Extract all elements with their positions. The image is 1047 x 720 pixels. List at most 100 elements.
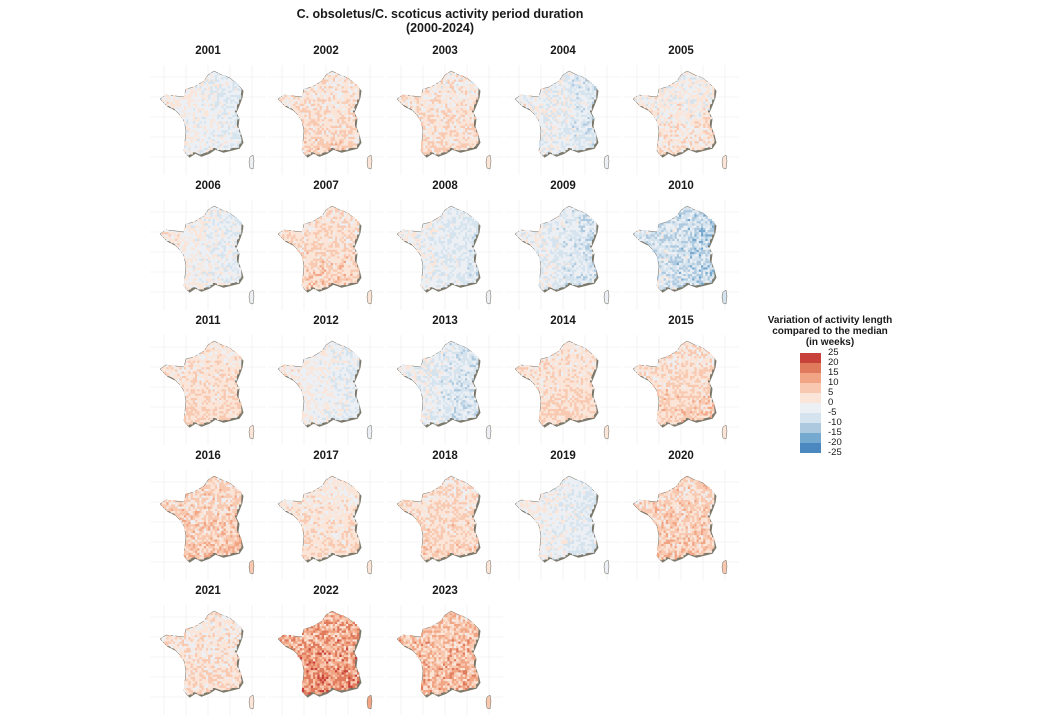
raster-cell bbox=[201, 139, 204, 142]
raster-cell bbox=[186, 136, 189, 140]
raster-cell bbox=[348, 243, 351, 246]
raster-cell bbox=[343, 92, 347, 96]
raster-cell bbox=[212, 77, 215, 80]
raster-cell bbox=[352, 132, 355, 135]
raster-cell bbox=[565, 101, 568, 104]
raster-cell bbox=[539, 106, 542, 109]
raster-cell bbox=[572, 81, 575, 85]
raster-cell bbox=[454, 77, 457, 80]
raster-cell bbox=[668, 128, 671, 131]
raster-cell bbox=[230, 258, 233, 261]
raster-cell bbox=[423, 97, 426, 100]
raster-cell bbox=[339, 81, 342, 85]
raster-cell bbox=[228, 110, 231, 113]
raster-cell bbox=[554, 134, 557, 137]
raster-cell bbox=[186, 117, 189, 120]
raster-cell bbox=[668, 106, 671, 109]
raster-cell bbox=[308, 132, 311, 135]
raster-cell bbox=[293, 234, 296, 237]
raster-cell bbox=[543, 99, 546, 102]
raster-cell bbox=[670, 134, 673, 137]
raster-cell bbox=[217, 141, 220, 144]
raster-cell bbox=[445, 77, 448, 80]
raster-cell bbox=[192, 117, 196, 120]
raster-cell bbox=[427, 143, 430, 146]
raster-cell bbox=[665, 110, 669, 113]
raster-cell bbox=[587, 136, 590, 140]
raster-cell bbox=[212, 136, 215, 140]
raster-cell bbox=[354, 232, 358, 235]
raster-cell bbox=[449, 121, 452, 124]
raster-cell bbox=[341, 99, 344, 102]
raster-cell bbox=[225, 143, 229, 146]
raster-cell bbox=[561, 130, 564, 133]
raster-cell bbox=[304, 238, 307, 242]
raster-cell bbox=[201, 92, 204, 96]
raster-cell bbox=[436, 121, 439, 124]
raster-cell bbox=[234, 219, 237, 222]
raster-cell bbox=[449, 92, 452, 96]
raster-cell bbox=[348, 249, 351, 253]
raster-cell bbox=[232, 141, 235, 144]
raster-cell bbox=[203, 258, 207, 261]
raster-cell bbox=[326, 225, 329, 228]
raster-cell bbox=[299, 103, 303, 107]
raster-cell bbox=[335, 81, 338, 85]
raster-cell bbox=[214, 232, 218, 235]
raster-cell bbox=[423, 106, 426, 109]
raster-cell bbox=[569, 128, 573, 131]
raster-cell bbox=[192, 112, 196, 115]
raster-cell bbox=[326, 81, 329, 85]
raster-cell bbox=[469, 106, 472, 109]
raster-cell bbox=[585, 134, 588, 137]
raster-cell bbox=[228, 130, 231, 133]
raster-cell bbox=[585, 136, 588, 140]
raster-cell bbox=[343, 227, 347, 231]
raster-cell bbox=[221, 271, 224, 275]
raster-cell bbox=[672, 92, 675, 96]
raster-cell bbox=[219, 227, 222, 231]
raster-cell bbox=[348, 125, 351, 129]
raster-cell bbox=[434, 143, 437, 146]
raster-cell bbox=[324, 139, 327, 142]
raster-cell bbox=[352, 128, 355, 131]
raster-cell bbox=[694, 112, 697, 115]
raster-cell bbox=[295, 243, 298, 246]
raster-cell bbox=[652, 99, 655, 102]
raster-cell bbox=[332, 210, 336, 213]
raster-cell bbox=[212, 128, 215, 131]
raster-cell bbox=[460, 147, 463, 151]
raster-cell bbox=[208, 125, 211, 129]
raster-cell bbox=[236, 143, 240, 146]
raster-cell bbox=[690, 77, 693, 80]
raster-cell bbox=[348, 252, 351, 255]
raster-cell bbox=[337, 243, 340, 246]
chart-title: C. obsoletus/C. scoticus activity period… bbox=[200, 7, 680, 35]
raster-cell bbox=[225, 88, 229, 91]
raster-cell bbox=[454, 112, 457, 115]
raster-cell bbox=[552, 114, 555, 118]
raster-cell bbox=[339, 136, 342, 140]
raster-cell bbox=[221, 236, 224, 239]
raster-cell bbox=[199, 243, 202, 246]
raster-cell bbox=[550, 117, 553, 120]
raster-cell bbox=[208, 143, 211, 146]
raster-cell bbox=[587, 84, 590, 87]
raster-cell bbox=[425, 117, 428, 120]
raster-cell bbox=[585, 145, 588, 148]
raster-cell bbox=[201, 241, 204, 244]
raster-cell bbox=[692, 143, 695, 146]
raster-cell bbox=[166, 230, 169, 233]
raster-cell bbox=[339, 114, 342, 118]
raster-cell bbox=[639, 99, 642, 102]
raster-cell bbox=[558, 132, 562, 135]
raster-cell bbox=[230, 243, 233, 246]
raster-cell bbox=[576, 136, 579, 140]
raster-cell bbox=[212, 119, 215, 122]
raster-cell bbox=[707, 81, 710, 85]
raster-cell bbox=[210, 221, 213, 224]
raster-cell bbox=[195, 256, 198, 259]
raster-cell bbox=[288, 106, 292, 109]
raster-cell bbox=[583, 123, 586, 126]
raster-cell bbox=[443, 139, 446, 142]
